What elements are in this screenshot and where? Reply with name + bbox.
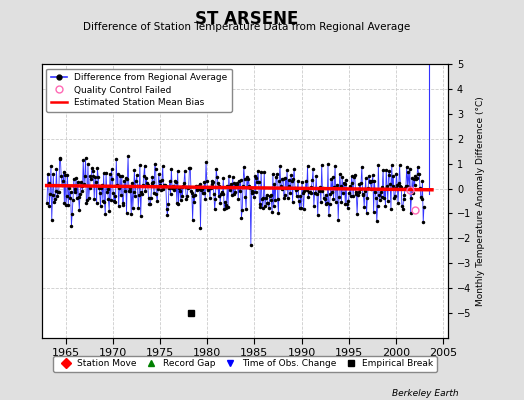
Text: ST ARSENE: ST ARSENE bbox=[194, 10, 298, 28]
Legend: Difference from Regional Average, Quality Control Failed, Estimated Station Mean: Difference from Regional Average, Qualit… bbox=[47, 68, 232, 112]
Y-axis label: Monthly Temperature Anomaly Difference (°C): Monthly Temperature Anomaly Difference (… bbox=[476, 96, 485, 306]
Text: Berkeley Earth: Berkeley Earth bbox=[392, 389, 458, 398]
Text: Difference of Station Temperature Data from Regional Average: Difference of Station Temperature Data f… bbox=[83, 22, 410, 32]
Legend: Station Move, Record Gap, Time of Obs. Change, Empirical Break: Station Move, Record Gap, Time of Obs. C… bbox=[53, 356, 437, 372]
